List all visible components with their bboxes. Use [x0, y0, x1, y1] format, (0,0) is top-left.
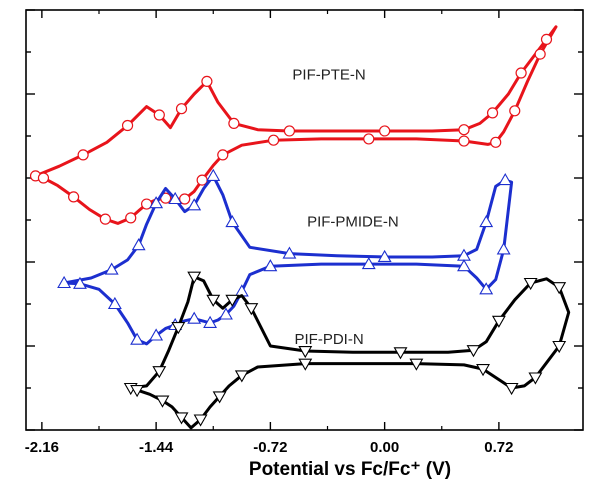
- data-point-marker: [179, 193, 191, 205]
- data-point-marker: [298, 358, 313, 371]
- data-point-marker: [107, 296, 122, 310]
- x-tick-label: -0.72: [253, 439, 287, 456]
- data-point-marker: [523, 277, 538, 291]
- data-point-marker: [515, 67, 527, 79]
- data-point-marker: [509, 105, 521, 117]
- data-point-marker: [496, 242, 511, 255]
- data-point-marker: [201, 75, 213, 88]
- series-pif-pte-n: [29, 25, 558, 225]
- data-point-marker: [225, 214, 240, 228]
- data-point-marker: [73, 276, 87, 289]
- data-point-marker: [68, 191, 80, 203]
- data-point-marker: [104, 262, 119, 275]
- data-point-marker: [168, 191, 183, 205]
- data-point-marker: [491, 315, 506, 328]
- data-point-marker: [283, 125, 296, 137]
- x-tick-label: -2.16: [25, 439, 59, 456]
- data-point-marker: [409, 358, 424, 371]
- data-point-marker: [552, 340, 567, 354]
- data-point-marker: [228, 117, 240, 130]
- series-line-pif-pdi-n: [129, 275, 571, 430]
- data-point-marker: [479, 282, 494, 295]
- data-point-marker: [37, 172, 50, 184]
- data-point-marker: [486, 107, 499, 119]
- data-point-marker: [528, 372, 543, 385]
- data-point-marker: [298, 345, 313, 359]
- data-point-marker: [212, 391, 227, 404]
- data-point-marker: [149, 196, 164, 209]
- series-pif-pdi-n: [123, 271, 571, 430]
- data-point-marker: [130, 332, 145, 345]
- data-point-marker: [187, 198, 202, 211]
- series-pif-pmide-n: [57, 168, 514, 346]
- data-point-marker: [153, 109, 165, 121]
- series-line-pif-pmide-n: [62, 174, 514, 346]
- data-point-marker: [174, 412, 189, 425]
- data-point-marker: [490, 136, 502, 148]
- data-point-marker: [217, 149, 229, 161]
- data-point-marker: [77, 149, 89, 161]
- series-label-pif-pmide-n: PIF-PMIDE-N: [307, 213, 399, 230]
- data-point-marker: [552, 282, 567, 295]
- data-point-marker: [125, 212, 137, 224]
- data-point-marker: [187, 311, 202, 324]
- x-tick-label: 0.00: [370, 439, 399, 456]
- data-point-marker: [476, 364, 490, 377]
- data-point-marker: [121, 119, 134, 132]
- data-point-marker: [361, 256, 376, 270]
- data-point-marker: [263, 259, 278, 272]
- x-tick-label: 0.72: [484, 439, 513, 456]
- data-point-marker: [363, 133, 375, 145]
- data-point-marker: [155, 395, 170, 408]
- data-point-marker: [175, 103, 188, 115]
- data-point-marker: [225, 294, 240, 307]
- series-line-pif-pte-n: [34, 25, 558, 225]
- data-point-marker: [534, 48, 546, 60]
- series-label-pif-pte-n: PIF-PTE-N: [292, 66, 365, 83]
- labels-layer: PIF-PTE-N PIF-PMIDE-N PIF-PDI-N: [292, 66, 398, 348]
- data-point-marker: [458, 124, 470, 136]
- data-point-marker: [193, 414, 208, 427]
- data-point-marker: [479, 214, 494, 228]
- series-label-pif-pdi-n: PIF-PDI-N: [295, 331, 364, 348]
- data-point-marker: [377, 249, 392, 263]
- data-point-marker: [187, 271, 202, 284]
- data-point-marker: [219, 307, 233, 320]
- x-axis-label: Potential vs Fc/Fc⁺ (V): [249, 459, 451, 480]
- series-layer: [29, 25, 571, 430]
- data-point-marker: [206, 168, 221, 181]
- data-point-marker: [504, 382, 519, 396]
- data-point-marker: [99, 213, 111, 225]
- data-point-marker: [457, 259, 471, 272]
- data-point-marker: [498, 172, 513, 186]
- data-point-marker: [206, 294, 221, 307]
- data-point-marker: [152, 366, 167, 379]
- data-point-marker: [282, 246, 297, 259]
- data-point-marker: [540, 33, 553, 46]
- data-point-marker: [393, 347, 408, 360]
- axis-ticks: -2.16 -1.44 -0.72 0.00 0.72: [25, 9, 583, 456]
- data-point-marker: [244, 303, 259, 316]
- data-point-marker: [131, 238, 146, 251]
- data-point-marker: [57, 275, 72, 289]
- data-point-marker: [149, 328, 164, 341]
- data-point-marker: [458, 135, 470, 147]
- data-point-marker: [171, 322, 186, 335]
- data-point-marker: [379, 125, 391, 137]
- data-point-marker: [466, 345, 481, 358]
- data-point-marker: [234, 370, 249, 383]
- data-point-marker: [130, 385, 145, 398]
- data-point-marker: [203, 315, 218, 328]
- x-tick-label: -1.44: [139, 439, 174, 456]
- data-point-marker: [267, 134, 280, 146]
